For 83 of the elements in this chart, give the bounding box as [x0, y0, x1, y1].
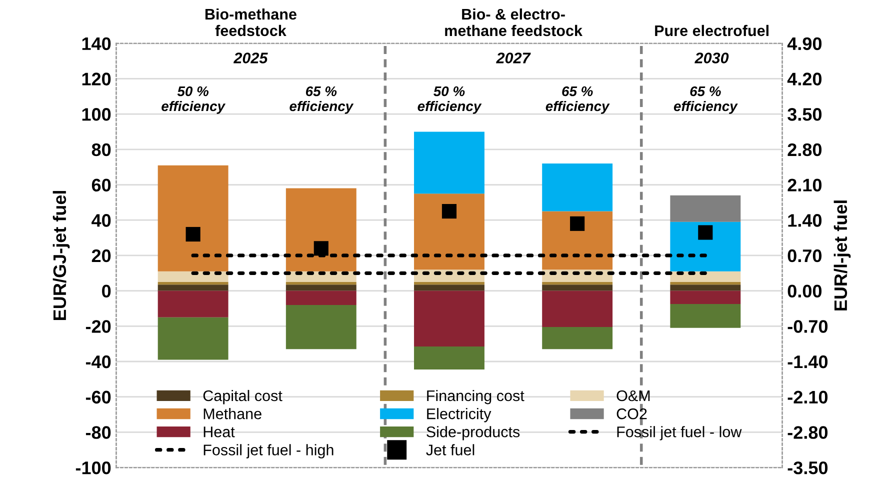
legend-label: Financing cost [427, 390, 524, 404]
y-tick-label: 120 [82, 72, 111, 86]
bar [542, 282, 613, 285]
bar [158, 282, 228, 285]
legend-label: Fossil jet fuel - low [617, 426, 742, 440]
y-tick-label: -80 [86, 426, 111, 439]
y-axis-title: EUR/GJ-jet fuel [52, 191, 70, 320]
y-tick-label: 40 [92, 214, 111, 227]
y2-tick-label: 1.40 [788, 214, 822, 227]
x-tick-label: 65 % efficiency [674, 86, 738, 114]
y-tick-label: -100 [76, 461, 111, 474]
bar [414, 284, 484, 291]
y-tick-label: 0 [102, 284, 111, 298]
y-tick-label: 80 [92, 143, 111, 156]
y2-tick-label: 3.50 [788, 108, 822, 121]
bar [542, 327, 613, 350]
text: Pure electrofuel [655, 24, 768, 36]
y2-tick-label: 0.00 [788, 284, 822, 298]
bar [286, 284, 356, 291]
legend-label: CO2 [616, 408, 647, 420]
y-tick-label: 20 [92, 249, 111, 262]
point [314, 241, 328, 256]
legend-label: Heat [204, 426, 235, 438]
bar [414, 346, 484, 370]
legend-label: O&M [616, 390, 650, 402]
bar [286, 282, 356, 285]
y2-tick-label: -3.50 [788, 461, 828, 474]
bar [158, 317, 228, 360]
bar [286, 290, 356, 305]
bar [158, 284, 228, 291]
y-tick-label: 60 [92, 178, 111, 192]
y-tick-label: -60 [86, 390, 111, 404]
bar [542, 211, 613, 270]
y2-tick-label: -1.40 [788, 355, 828, 368]
y2-tick-label: 2.10 [788, 178, 822, 192]
text: Bio- & electro- methane feedstock [445, 8, 582, 36]
bar [670, 195, 741, 222]
bar [414, 194, 484, 270]
bar [670, 222, 741, 272]
bar [414, 290, 484, 346]
bar [414, 282, 484, 285]
x-tick-label: 65 % efficiency [546, 86, 610, 114]
y2-tick-label: 0.70 [788, 249, 822, 262]
y2-tick-label: -2.80 [788, 426, 828, 439]
legend-label: Capital cost [203, 390, 282, 404]
bar [670, 284, 741, 291]
y-tick-label: 100 [82, 108, 111, 121]
point [570, 216, 585, 231]
y2-tick-label: 4.90 [787, 37, 822, 50]
x-tick-label: 65 % efficiency [290, 86, 354, 114]
bar [158, 290, 228, 318]
bar [670, 304, 741, 328]
point [186, 226, 200, 242]
y2-tick-label: -2.10 [788, 390, 828, 404]
bar [670, 290, 741, 304]
point [442, 204, 457, 219]
bar [158, 165, 228, 272]
y2-tick-label: -0.70 [788, 320, 828, 333]
bar [542, 284, 613, 291]
y2-tick-label: 2.80 [788, 143, 822, 156]
bar [414, 132, 484, 194]
bar [286, 304, 356, 350]
y-tick-label: 140 [82, 37, 111, 50]
bar [542, 290, 613, 328]
y2-tick-label: 4.20 [787, 72, 822, 86]
x-tick-label: 50 % efficiency [162, 86, 226, 114]
legend-label: Methane [204, 408, 262, 420]
bar [670, 282, 741, 285]
text: Bio-methane feedstock [205, 8, 296, 36]
y2-axis-title: EUR/l-jet fuel [834, 200, 851, 310]
legend-label: Side-products [426, 426, 520, 440]
annotation: 2030 [694, 52, 729, 64]
legend-label: Electricity [427, 408, 492, 422]
legend-label: Fossil jet fuel - high [204, 444, 334, 458]
point [698, 225, 713, 240]
y-tick-label: -40 [86, 355, 111, 368]
x-tick-label: 50 % efficiency [418, 86, 482, 114]
annotation: 2027 [496, 52, 531, 64]
annotation: 2025 [233, 52, 268, 64]
bar [542, 164, 613, 212]
legend-label: Jet fuel [426, 444, 474, 456]
bar [286, 188, 356, 272]
y-tick-label: -20 [86, 320, 111, 333]
